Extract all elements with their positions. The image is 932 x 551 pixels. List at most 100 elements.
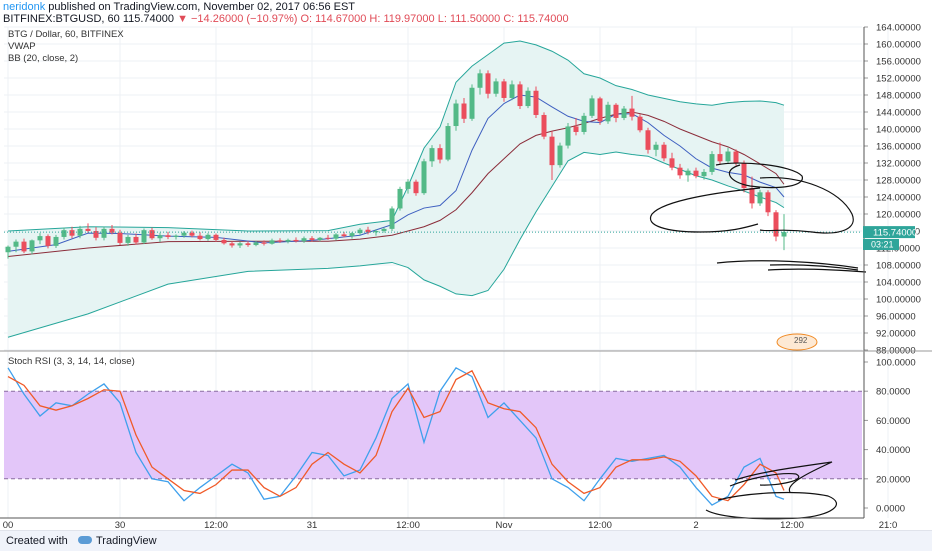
candle-body [5,246,11,253]
created-with-text: Created with [6,535,68,547]
time-tick-label: 12:00 [588,520,612,530]
candle-body [21,241,27,252]
time-tick-label: 12:00 [204,520,228,530]
candle-body [709,154,715,172]
candle-body [173,235,179,237]
chart-canvas[interactable]: 88.0000092.0000096.00000100.00000104.000… [0,0,932,530]
freehand-annotation [767,268,867,273]
bb-upper-line [7,40,785,232]
candle-body [397,188,403,209]
candle-body [461,103,467,119]
stoch-tick-label: 0.0000 [876,504,905,515]
candle-body [773,212,779,237]
countdown-badge [863,239,899,250]
candle-body [733,151,739,163]
candle-body [149,230,155,239]
candle-body [717,154,723,162]
candle-body [253,242,259,246]
ideas-badge[interactable] [776,333,818,351]
candle-body [557,145,563,166]
price-tick-label: 136.00000 [876,142,921,153]
candle-body [637,116,643,131]
time-tick-label: 12:00 [396,520,420,530]
candle-body [189,232,195,236]
tradingview-logo-icon [78,536,92,544]
candle-body [613,104,619,118]
price-tick-label: 144.00000 [876,108,921,119]
time-tick-label: 12:00 [780,520,804,530]
chart-header: neridonk published on TradingView.com, N… [0,0,932,26]
candle-body [765,192,771,213]
candle-body [117,232,123,243]
legend-vwap: VWAP [8,41,36,52]
time-tick-label: 21:0 [879,520,898,530]
price-tick-label: 160.00000 [876,40,921,51]
stoch-tick-label: 80.0000 [876,387,910,398]
candle-body [445,126,451,160]
bb-fill-area [8,41,784,338]
last-price: 115.74000 [122,13,174,25]
candle-body [621,108,627,118]
candle-body [229,243,235,246]
candle-body [493,81,499,94]
candle-body [629,108,635,117]
published-info: published on TradingView.com, November 0… [48,1,356,13]
hand-drawings [649,162,867,520]
legend-stoch: Stoch RSI (3, 3, 14, 14, close) [8,356,135,367]
freehand-annotation [716,260,859,269]
candle-body [477,73,483,88]
freehand-annotation [734,461,833,493]
stoch-d-line [7,369,785,502]
candle-body [405,181,411,189]
candle-body [661,144,667,159]
candle-body [437,148,443,160]
ideas-count: 292 [794,336,808,345]
candle-body [245,243,251,246]
price-tick-label: 96.00000 [876,312,916,323]
candle-body [293,239,299,242]
candle-body [285,239,291,242]
candle-body [277,240,283,242]
candles [5,69,787,259]
candle-body [301,238,307,242]
price-tick-label: 120.00000 [876,210,921,221]
candle-body [549,136,555,166]
candle-body [749,188,755,204]
candle-body [677,167,683,176]
candle-body [653,144,659,150]
freehand-annotation [705,491,837,520]
candle-body [37,236,43,241]
price-tick-label: 100.00000 [876,295,921,306]
stoch-tick-label: 20.0000 [876,474,910,485]
last-price-badge [863,226,915,239]
author-link[interactable]: neridonk [3,1,46,13]
candle-body [501,81,507,98]
candle-body [469,87,475,119]
candle-body [85,228,91,231]
candle-body [381,228,387,231]
candle-body [389,208,395,229]
candle-body [309,238,315,240]
tradingview-brand[interactable]: TradingView [96,535,157,547]
candle-body [13,241,19,247]
candle-body [693,170,699,177]
freehand-annotation [759,177,854,234]
price-tick-label: 156.00000 [876,57,921,68]
candle-body [101,228,107,238]
candle-body [589,98,595,116]
candle-body [125,236,131,243]
price-tick-label: 92.00000 [876,329,916,340]
candle-body [485,73,491,94]
candle-body [261,242,267,244]
freehand-annotation [769,264,859,271]
stoch-k-line [7,366,785,506]
price-tick-label: 164.00000 [876,23,921,34]
candle-body [517,84,523,107]
price-tick-label: 104.00000 [876,278,921,289]
candle-body [421,161,427,194]
candle-body [509,84,515,98]
legend-bb: BB (20, close, 2) [8,53,78,64]
freehand-annotation [715,162,803,189]
candle-body [781,232,787,237]
symbol-label: BITFINEX:BTGUSD, 60 [3,13,120,25]
